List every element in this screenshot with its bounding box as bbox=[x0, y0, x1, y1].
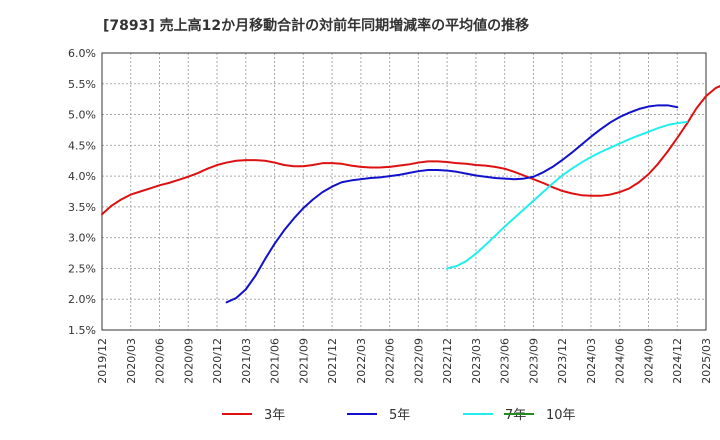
x-tick-label: 2023/12 bbox=[556, 338, 569, 384]
x-tick-label: 2021/06 bbox=[269, 338, 282, 384]
x-tick-label: 2023/06 bbox=[499, 338, 512, 384]
y-tick-label: 2.0% bbox=[68, 293, 96, 306]
plot-frame bbox=[101, 52, 707, 331]
y-tick-label: 5.0% bbox=[68, 109, 96, 122]
grid-layer bbox=[101, 52, 707, 331]
x-tick-label: 2020/09 bbox=[182, 338, 195, 384]
x-axis: 2019/12 2020/03 2020/06 2020/09 2020/12 2021/… bbox=[96, 338, 713, 384]
x-tick-label: 2025/03 bbox=[700, 338, 713, 384]
x-tick-label: 2020/03 bbox=[125, 338, 138, 384]
y-tick-label: 1.5% bbox=[68, 324, 96, 337]
legend-label-4: 10年 bbox=[546, 408, 576, 423]
x-tick-label: 2022/03 bbox=[355, 338, 368, 384]
series-line-2 bbox=[225, 104, 679, 304]
x-tick-label: 2024/12 bbox=[671, 338, 684, 384]
y-tick-label: 4.5% bbox=[68, 139, 96, 152]
y-tick-label: 3.5% bbox=[68, 201, 96, 214]
legend-label-3: 7年 bbox=[505, 408, 526, 423]
legend: 3年 5年 7年 10年 bbox=[222, 408, 576, 423]
x-tick-label: 2020/12 bbox=[211, 338, 224, 384]
y-axis: 6.0% 5.5% 5.0% 4.5% 4.0% 3.5% 3.0% 2.5% 2.0% 1.5% bbox=[68, 47, 96, 337]
legend-label-1: 3年 bbox=[264, 408, 285, 423]
y-tick-label: 3.0% bbox=[68, 232, 96, 245]
series-line-3 bbox=[446, 120, 688, 270]
series-line-1 bbox=[101, 85, 720, 216]
x-tick-label: 2020/06 bbox=[154, 338, 167, 384]
x-tick-label: 2021/09 bbox=[297, 338, 310, 384]
x-tick-label: 2024/03 bbox=[585, 338, 598, 384]
x-tick-label: 2024/06 bbox=[614, 338, 627, 384]
series-layer bbox=[101, 85, 720, 304]
chart-title: [7893] 売上高12か月移動合計の対前年同期増減率の平均値の推移 bbox=[103, 17, 529, 34]
y-tick-label: 6.0% bbox=[68, 47, 96, 60]
y-tick-label: 4.0% bbox=[68, 170, 96, 183]
x-tick-label: 2023/03 bbox=[470, 338, 483, 384]
legend-label-2: 5年 bbox=[389, 408, 410, 423]
x-tick-label: 2022/12 bbox=[441, 338, 454, 384]
x-tick-label: 2024/09 bbox=[642, 338, 655, 384]
x-tick-label: 2023/09 bbox=[527, 338, 540, 384]
x-tick-label: 2022/09 bbox=[412, 338, 425, 384]
y-tick-label: 5.5% bbox=[68, 78, 96, 91]
y-tick-label: 2.5% bbox=[68, 262, 96, 275]
x-tick-label: 2019/12 bbox=[96, 338, 109, 384]
x-tick-label: 2021/12 bbox=[326, 338, 339, 384]
x-tick-label: 2022/06 bbox=[384, 338, 397, 384]
x-tick-label: 2021/03 bbox=[240, 338, 253, 384]
